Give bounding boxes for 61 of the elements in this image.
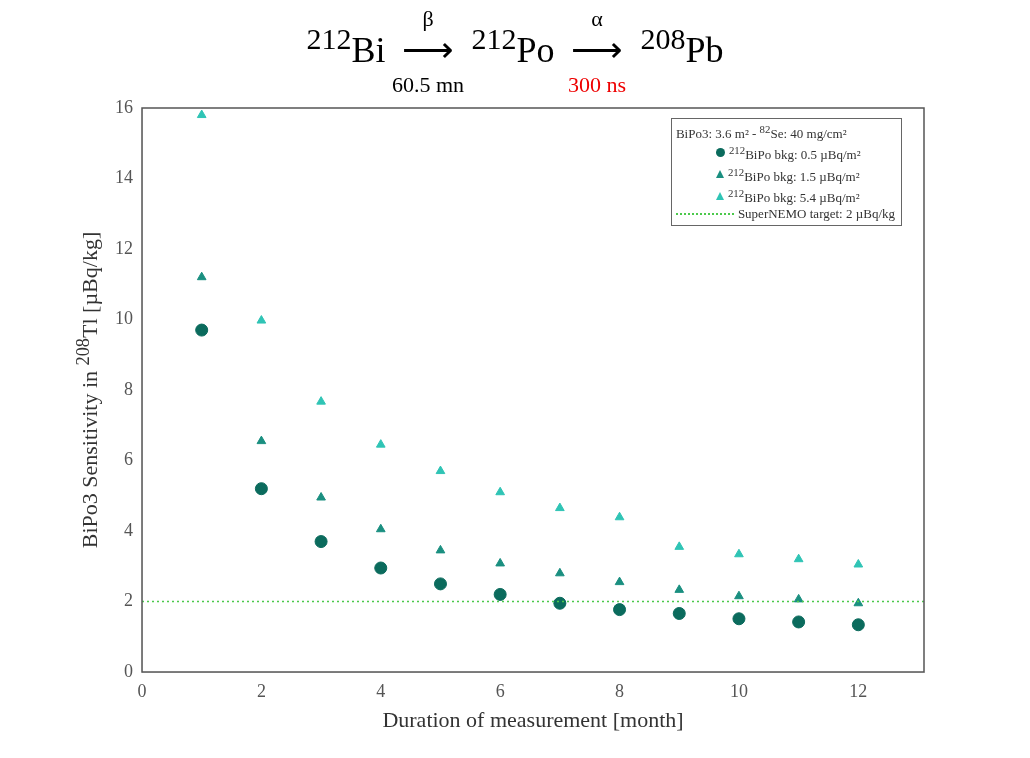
y-tick-label: 2 <box>124 590 133 611</box>
point <box>853 597 864 607</box>
point <box>674 541 685 550</box>
legend-label: $^{212}$BiPo bkg: 5.4 µBq/m² <box>727 186 860 207</box>
point <box>613 603 627 617</box>
point <box>555 567 565 577</box>
point <box>435 465 446 475</box>
point <box>734 590 744 600</box>
point <box>672 606 686 620</box>
point <box>851 618 865 632</box>
x-tick-label: 2 <box>256 680 266 701</box>
y-tick-label: 8 <box>124 378 133 399</box>
point <box>495 486 505 496</box>
x-tick-label: 10 <box>729 680 748 701</box>
point <box>792 615 806 629</box>
point <box>734 548 744 558</box>
point <box>614 511 625 521</box>
text: 300 ns <box>566 72 628 98</box>
x-tick-label: 6 <box>495 680 505 701</box>
y-tick-label: 6 <box>124 449 133 470</box>
x-tick-label: 12 <box>849 680 868 701</box>
text: 60.5 mn <box>390 72 466 98</box>
point <box>254 482 268 496</box>
y-tick-label: 0 <box>124 660 133 681</box>
point <box>314 535 328 549</box>
point <box>674 584 685 593</box>
point <box>374 561 388 575</box>
x-tick-label: 8 <box>615 680 625 701</box>
point <box>555 502 565 512</box>
y-tick-label: 10 <box>115 308 133 329</box>
x-axis-title: Duration of measurement [month] <box>382 706 684 732</box>
point <box>435 544 446 554</box>
point <box>793 553 804 563</box>
point <box>195 323 209 337</box>
x-tick-label: 4 <box>376 680 386 701</box>
y-tick-label: 14 <box>115 167 133 188</box>
point <box>196 109 207 119</box>
point <box>316 492 326 501</box>
y-tick-label: 12 <box>115 237 133 258</box>
y-tick-label: 16 <box>115 96 133 117</box>
legend-label: $^{212}$BiPo bkg: 0.5 µBq/m² <box>728 143 861 164</box>
point <box>196 271 207 281</box>
point <box>614 576 625 586</box>
point <box>493 587 507 601</box>
x-tick-label: 0 <box>137 680 147 701</box>
y-tick-label: 4 <box>124 519 133 540</box>
point <box>433 577 447 591</box>
point <box>256 435 267 445</box>
legend-label: SuperNEMO target: 2 µBq/kg <box>737 206 895 223</box>
point <box>853 558 864 568</box>
point <box>495 557 505 567</box>
point <box>375 439 386 448</box>
point <box>375 523 386 533</box>
point <box>793 593 804 603</box>
point <box>732 612 746 626</box>
legend-title: BiPo3: 3.6 m² - $^{82}$Se: 40 mg/cm² <box>675 122 848 143</box>
point <box>256 315 267 324</box>
point <box>316 396 326 405</box>
text: α <box>591 6 603 31</box>
legend-label: $^{212}$BiPo bkg: 1.5 µBq/m² <box>727 164 860 185</box>
point <box>553 596 567 610</box>
